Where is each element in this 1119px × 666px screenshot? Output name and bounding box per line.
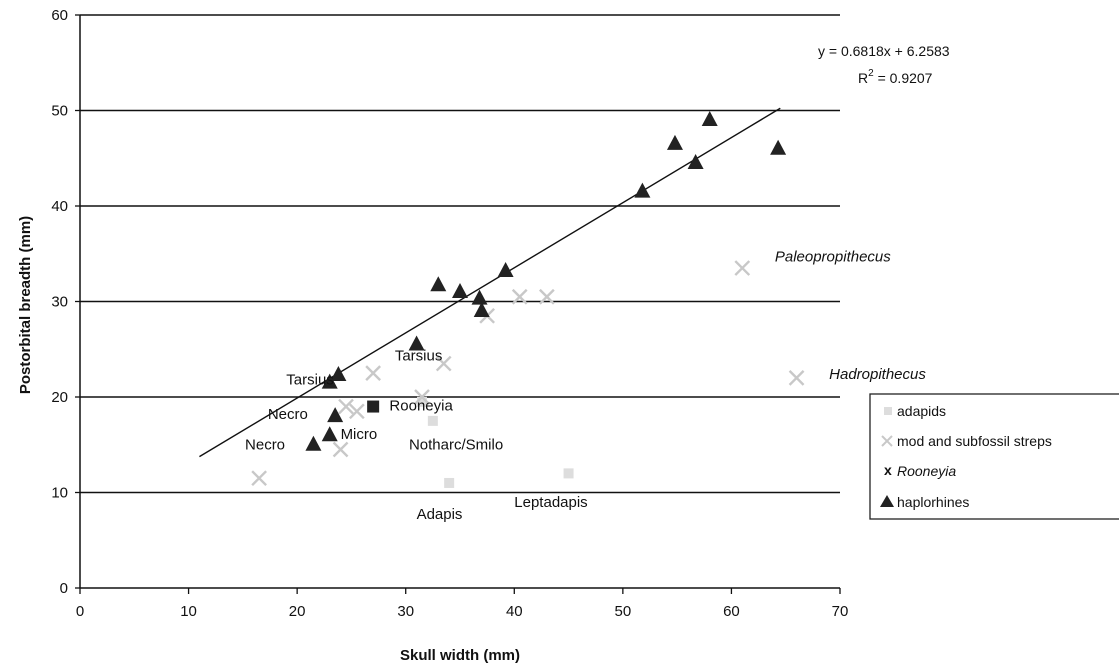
point-haplorhine: [327, 407, 344, 423]
y-tick-label: 60: [51, 7, 68, 24]
annotations: Tarsius Tarsius Rooneyia Necro Necro Micro Not…: [245, 248, 926, 523]
legend-square-icon: [884, 407, 892, 415]
legend-label: mod and subfossil streps: [897, 433, 1052, 449]
point-haplorhine: [408, 335, 425, 351]
legend-box: [869, 393, 1119, 520]
legend-label: haplorhines: [897, 494, 969, 510]
point-strep: [251, 470, 267, 487]
point-strep-stroke: [251, 470, 267, 487]
x-tick-label: 20: [289, 603, 306, 620]
point-haplorhine: [634, 182, 651, 198]
point-haplorhine: [497, 261, 514, 277]
point-strep-stroke: [332, 441, 349, 458]
data-points: [251, 111, 805, 488]
y-tick-label: 0: [60, 580, 68, 597]
point-label: Tarsius: [395, 348, 443, 365]
point-strep: [365, 365, 381, 381]
point-adapid: [444, 477, 455, 488]
point-strep-stroke: [511, 288, 528, 305]
point-adapid: [563, 468, 574, 479]
legend-item-rooneyia: x Rooneyia: [884, 462, 956, 479]
point-strep-stroke: [734, 260, 751, 276]
x-tick-label: 30: [397, 603, 414, 620]
regression-line: [199, 107, 781, 458]
legend-triangle-icon: [880, 495, 894, 507]
y-tick-label: 10: [51, 485, 68, 502]
legend-x-icon: [881, 435, 893, 447]
y-axis-title: Postorbital breadth (mm): [17, 216, 34, 394]
point-strep-stroke: [349, 403, 365, 420]
point-strep-stroke: [539, 288, 555, 305]
y-tick-label: 20: [51, 389, 68, 406]
point-strep: [511, 288, 528, 305]
point-adapid: [427, 415, 438, 426]
point-haplorhine: [330, 366, 347, 382]
legend-label: adapids: [897, 403, 946, 419]
point-strep-stroke: [414, 389, 430, 405]
r-squared-text: R2 = 0.9207: [858, 68, 933, 86]
legend-label: Rooneyia: [897, 463, 956, 479]
point-label: Micro: [341, 426, 378, 443]
x-tick-label: 0: [76, 603, 84, 620]
legend-item-haplorhines: haplorhines: [880, 494, 969, 510]
point-haplorhine: [452, 282, 468, 298]
r-superscript: 2: [868, 68, 874, 79]
point-strep-stroke: [788, 370, 805, 386]
x-tick-label: 70: [832, 603, 849, 620]
y-tick-label: 30: [51, 294, 68, 311]
point-strep: [539, 288, 555, 305]
x-tick-label: 40: [506, 603, 523, 620]
x-tick-label: 60: [723, 603, 740, 620]
point-strep-stroke: [338, 398, 354, 415]
point-label: Paleopropithecus: [775, 248, 891, 265]
axes: 0 10 20 30 40 50 60 0 10 20 30 40 50 60 70: [51, 7, 848, 620]
y-tick-label: 40: [51, 198, 68, 215]
point-haplorhine: [473, 302, 490, 318]
point-adapid: [417, 396, 427, 407]
point-label: Necro: [245, 437, 285, 454]
x-tick-label: 50: [615, 603, 632, 620]
point-haplorhine: [430, 276, 447, 292]
point-haplorhine: [687, 154, 704, 170]
point-label: Necro: [268, 406, 308, 423]
point-label: Adapis: [417, 506, 463, 523]
point-strep: [788, 370, 805, 386]
y-tick-label: 50: [51, 103, 68, 120]
point-haplorhine: [305, 435, 322, 451]
r-symbol: R: [858, 70, 868, 86]
point-strep: [338, 398, 354, 415]
point-haplorhine: [770, 139, 787, 155]
point-strep-stroke: [365, 365, 381, 381]
legend-item-streps: mod and subfossil streps: [881, 433, 1052, 449]
point-haplorhine: [471, 289, 488, 305]
point-label: Rooneyia: [389, 397, 453, 414]
equation-text: y = 0.6818x + 6.2583: [818, 43, 950, 59]
legend-small-x-icon: x: [884, 462, 892, 478]
point-strep: [734, 260, 751, 276]
point-label: Notharc/Smilo: [409, 437, 503, 454]
point-rooneyia: [367, 400, 380, 413]
point-strep: [349, 403, 365, 420]
legend: adapids mod and subfossil streps x Roone…: [869, 393, 1119, 520]
regression-equation: y = 0.6818x + 6.2583 R2 = 0.9207: [818, 43, 950, 86]
point-label: Tarsius: [286, 372, 334, 389]
point-strep: [414, 389, 430, 405]
point-strep-stroke: [435, 355, 452, 372]
grid-lines: [80, 14, 840, 494]
point-label: Hadropithecus: [829, 366, 926, 383]
legend-item-adapids: adapids: [884, 403, 946, 419]
point-strep: [435, 355, 452, 372]
x-tick-label: 10: [180, 603, 197, 620]
point-label: Leptadapis: [514, 494, 587, 511]
point-haplorhine: [321, 373, 338, 389]
point-haplorhine: [666, 134, 683, 150]
r-value: = 0.9207: [874, 70, 933, 86]
x-axis-title: Skull width (mm): [400, 647, 520, 664]
point-haplorhine: [321, 426, 338, 442]
point-haplorhine: [701, 111, 718, 127]
trendline: [199, 107, 781, 458]
point-strep: [332, 441, 349, 458]
